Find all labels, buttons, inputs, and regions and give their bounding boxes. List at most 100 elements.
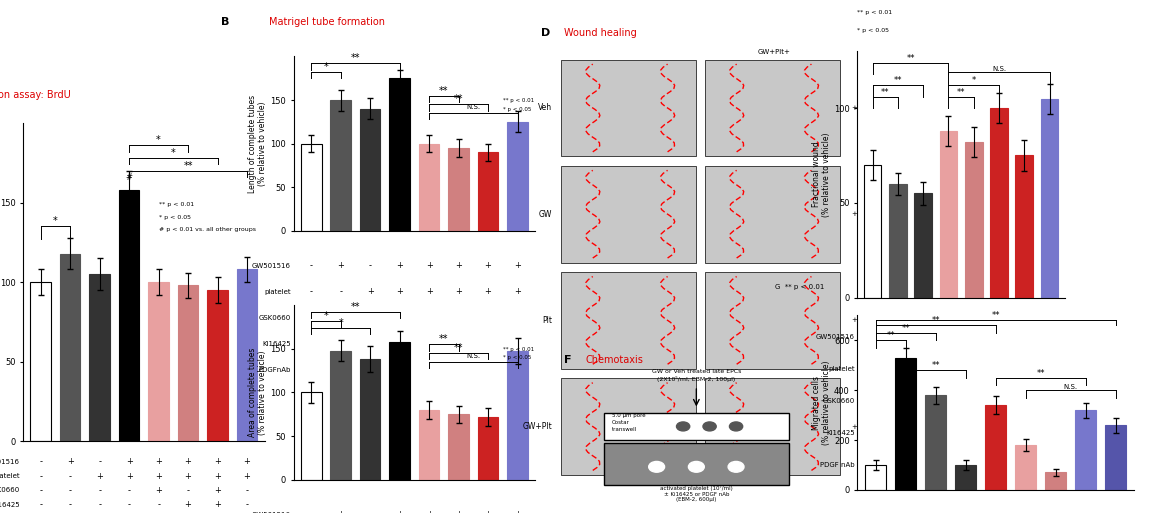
Y-axis label: Fractional wound
(% relative to vehicle): Fractional wound (% relative to vehicle) [811,132,831,216]
Text: GSK0660: GSK0660 [0,487,20,494]
Bar [478,417,498,480]
Text: -: - [1023,461,1026,469]
Text: GW501516: GW501516 [816,334,855,340]
Bar [704,272,840,369]
Text: +: + [426,313,433,323]
Text: -: - [310,261,313,270]
Text: -: - [69,500,71,509]
Text: Proliferation assay: BrdU: Proliferation assay: BrdU [0,90,70,100]
Bar [704,166,840,263]
Text: Costar: Costar [611,420,630,425]
Text: -: - [871,461,874,469]
Text: D: D [541,28,550,38]
Text: -: - [128,486,130,495]
Bar [1015,155,1034,298]
Text: +: + [996,397,1003,405]
Bar [148,282,169,441]
Circle shape [730,422,742,431]
Text: **: ** [906,54,915,63]
Text: +: + [396,510,403,513]
Y-axis label: Migrated cells
(% relative to vehicle): Migrated cells (% relative to vehicle) [811,361,831,445]
Bar [30,282,51,441]
Text: GSK0660: GSK0660 [823,398,855,404]
Text: -: - [310,510,313,513]
Text: +: + [426,510,433,513]
Bar [603,413,788,440]
Bar [562,272,696,369]
Text: +: + [945,332,952,342]
Text: G  ** p < 0.01: G ** p < 0.01 [775,284,824,290]
Bar [562,378,696,475]
Text: -: - [897,461,899,469]
Bar [925,395,946,490]
Text: +: + [184,500,191,509]
Text: +: + [244,458,251,466]
Text: -: - [245,500,249,509]
Text: **: ** [881,88,890,97]
Bar [508,350,528,480]
Text: +: + [426,287,433,297]
Text: -: - [98,486,101,495]
Text: +: + [1046,364,1053,373]
Circle shape [703,422,716,431]
Text: -: - [897,364,899,373]
Text: **: ** [956,88,966,97]
Bar [704,378,840,475]
Text: +: + [945,397,952,405]
Circle shape [688,462,704,472]
Bar [562,60,696,156]
Bar [704,60,840,156]
Text: platelet: platelet [264,289,290,295]
Text: +: + [1046,461,1053,469]
Text: *: * [171,148,176,158]
Text: -: - [922,461,924,469]
Bar [985,405,1006,490]
Text: +: + [485,261,491,270]
Bar [330,350,351,480]
Text: F: F [564,354,572,365]
Text: -: - [340,287,342,297]
Text: -: - [457,366,460,375]
Text: +: + [67,458,74,466]
Text: +: + [184,458,191,466]
Bar [1045,472,1066,490]
Text: **: ** [893,76,902,85]
Text: **: ** [931,361,940,370]
Text: GW: GW [539,210,552,219]
Text: +: + [1021,332,1028,342]
Text: **: ** [183,161,193,171]
Bar [1075,410,1096,490]
Text: -: - [398,366,401,375]
Bar [863,165,882,298]
Bar [603,443,788,485]
Text: GW501516: GW501516 [0,459,20,465]
Text: * p < 0.05: * p < 0.05 [857,28,890,33]
Text: -: - [922,397,924,405]
Text: +: + [996,364,1003,373]
Text: N.S.: N.S. [466,352,480,359]
Text: * p < 0.05: * p < 0.05 [503,107,531,111]
Text: +: + [367,287,374,297]
Text: **: ** [351,302,360,312]
Bar [360,109,381,231]
Text: ** p < 0.01: ** p < 0.01 [503,347,534,351]
Text: +: + [1046,332,1053,342]
Text: ± Ki16425 or PDGF nAb: ± Ki16425 or PDGF nAb [664,491,729,497]
Text: +: + [920,332,927,342]
Text: activated platelet (10⁷/ml): activated platelet (10⁷/ml) [660,485,733,491]
Text: +: + [996,428,1003,438]
Text: +: + [485,313,491,323]
Text: **: ** [453,343,464,353]
Text: GW501516: GW501516 [252,511,290,513]
Bar [300,392,321,480]
Bar [562,166,696,263]
Text: Ki16425: Ki16425 [0,502,20,508]
Text: -: - [428,340,430,349]
Bar [419,144,440,231]
Text: GW+Plt: GW+Plt [523,422,552,431]
Text: **: ** [991,311,1000,321]
Text: -: - [1049,428,1051,438]
Text: Wound healing: Wound healing [564,28,637,38]
Text: **: ** [439,334,449,345]
Text: -: - [39,500,43,509]
